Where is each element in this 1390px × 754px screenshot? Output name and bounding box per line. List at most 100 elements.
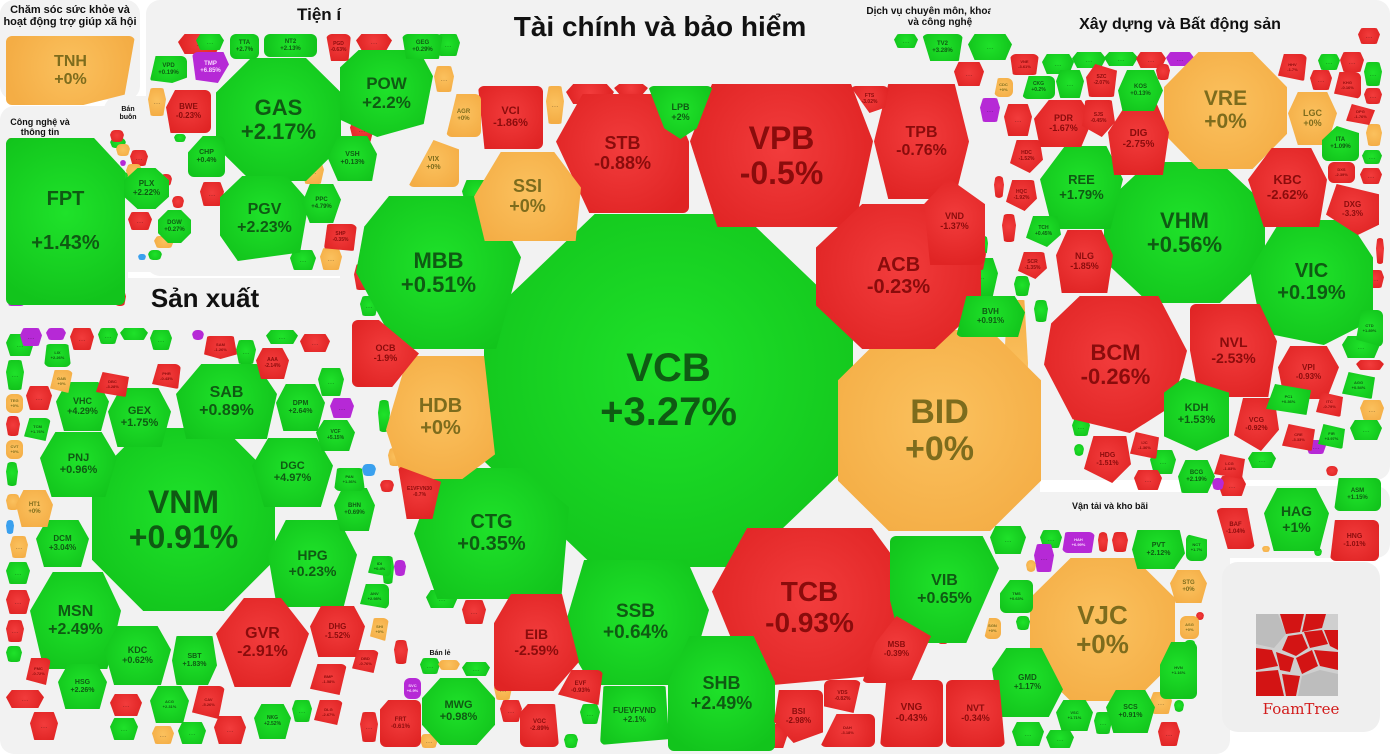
stock-cell-pvt[interactable]: PVT +2.12% — [1132, 530, 1185, 569]
stock-cell-bhn[interactable]: BHN +0.69% — [334, 488, 375, 531]
stock-cell-vcf[interactable]: VCF +5.15% — [316, 420, 355, 451]
stock-cell-vsc[interactable]: VSC +1.71% — [1056, 700, 1093, 731]
stock-cell-vjc[interactable]: VJC +0% — [1030, 558, 1175, 701]
stock-cell-collapsed[interactable] — [994, 176, 1004, 198]
stock-cell-collapsed[interactable]: ... — [894, 34, 918, 48]
stock-cell-sgn[interactable]: SGN +0% — [984, 618, 1001, 639]
stock-cell-collapsed[interactable]: ... — [1340, 52, 1364, 72]
stock-cell-dxs[interactable]: DXS -2.39% — [1328, 162, 1355, 183]
stock-cell-nlg[interactable]: NLG -1.85% — [1056, 230, 1113, 293]
stock-cell-lix[interactable]: LIX +2.26% — [44, 344, 71, 367]
stock-cell-collapsed[interactable]: ... — [98, 328, 118, 344]
stock-cell-collapsed[interactable]: ... — [1104, 52, 1138, 66]
stock-cell-bcg[interactable]: BCG +2.19% — [1178, 460, 1215, 493]
stock-cell-vgc[interactable]: VGC -2.89% — [520, 704, 559, 747]
stock-cell-collapsed[interactable]: ... — [1248, 452, 1276, 468]
stock-cell-collapsed[interactable] — [1174, 700, 1184, 712]
stock-cell-collapsed[interactable]: ... — [70, 328, 94, 350]
stock-cell-collapsed[interactable]: ... — [1004, 104, 1032, 136]
stock-cell-collapsed[interactable]: ... — [1042, 54, 1074, 74]
stock-cell-pnj[interactable]: PNJ +0.96% — [40, 432, 117, 497]
stock-cell-fuevfvnd[interactable]: FUEVFVND +2.1% — [600, 686, 669, 745]
stock-cell-collapsed[interactable]: ... — [1350, 420, 1382, 440]
stock-cell-collapsed[interactable]: ... — [1218, 476, 1246, 496]
stock-cell-collapsed[interactable] — [6, 646, 22, 662]
stock-cell-agr[interactable]: AGR +0% — [446, 94, 481, 137]
stock-cell-collapsed[interactable]: ... — [290, 250, 316, 270]
stock-cell-collapsed[interactable] — [1016, 616, 1030, 630]
stock-cell-dcm[interactable]: DCM +3.04% — [36, 520, 89, 567]
stock-cell-collapsed[interactable] — [1074, 444, 1084, 456]
stock-cell-bmp[interactable]: BMP -1.58% — [310, 664, 347, 695]
stock-cell-cvt[interactable]: CVT +0% — [6, 440, 23, 459]
stock-cell-hpg[interactable]: HPG +0.23% — [268, 520, 357, 607]
stock-cell-collapsed[interactable]: ... — [1166, 52, 1194, 66]
stock-cell-geg[interactable]: GEG +0.29% — [402, 34, 443, 59]
stock-cell-collapsed[interactable] — [1112, 532, 1128, 552]
stock-cell-vsh[interactable]: VSH +0.13% — [328, 136, 377, 181]
stock-cell-collapsed[interactable]: ... — [6, 590, 30, 614]
stock-cell-collapsed[interactable]: ... — [1094, 712, 1112, 734]
stock-cell-collapsed[interactable] — [378, 400, 390, 432]
stock-cell-collapsed[interactable] — [120, 160, 126, 166]
stock-cell-vnm[interactable]: VNM +0.91% — [92, 428, 275, 611]
stock-cell-collapsed[interactable] — [46, 328, 66, 340]
stock-cell-collapsed[interactable]: ... — [266, 330, 298, 344]
stock-cell-collapsed[interactable]: ... — [10, 536, 28, 558]
stock-cell-collapsed[interactable]: ... — [178, 722, 206, 744]
stock-cell-mbb[interactable]: MBB +0.51% — [356, 196, 521, 349]
stock-cell-nvt[interactable]: NVT -0.34% — [946, 680, 1005, 747]
stock-cell-collapsed[interactable]: ... — [1056, 70, 1084, 98]
stock-cell-collapsed[interactable] — [1314, 548, 1322, 556]
stock-cell-khg[interactable]: KHG -0.16% — [1334, 72, 1361, 99]
stock-cell-collapsed[interactable] — [6, 462, 18, 486]
stock-cell-collapsed[interactable] — [172, 196, 184, 208]
stock-cell-collapsed[interactable] — [1326, 466, 1338, 476]
stock-cell-collapsed[interactable]: ... — [1310, 70, 1332, 90]
stock-cell-hhv[interactable]: HHV -1.7% — [1278, 54, 1307, 81]
stock-cell-collapsed[interactable]: ... — [130, 150, 148, 166]
stock-cell-collapsed[interactable]: ... — [546, 86, 564, 124]
stock-cell-collapsed[interactable]: ... — [6, 360, 24, 390]
stock-cell-collapsed[interactable]: ... — [110, 718, 138, 740]
stock-cell-collapsed[interactable]: ... — [6, 620, 24, 642]
stock-cell-collapsed[interactable]: ... — [462, 662, 490, 676]
stock-cell-collapsed[interactable] — [1156, 64, 1170, 80]
stock-cell-collapsed[interactable] — [120, 328, 148, 340]
stock-cell-lcg[interactable]: LCG -1.83% — [1214, 454, 1245, 479]
stock-cell-itc[interactable]: ITC -0.79% — [1316, 392, 1343, 417]
stock-cell-collapsed[interactable]: ... — [20, 328, 42, 346]
stock-cell-dbc[interactable]: DBC -3.28% — [96, 372, 129, 397]
stock-cell-collapsed[interactable]: ... — [1034, 544, 1054, 572]
stock-cell-collapsed[interactable]: ... — [1072, 52, 1106, 68]
stock-cell-collapsed[interactable] — [380, 480, 394, 492]
stock-cell-collapsed[interactable]: ... — [152, 726, 174, 744]
stock-cell-nvl[interactable]: NVL -2.53% — [1190, 304, 1277, 397]
stock-cell-hsg[interactable]: HSG +2.26% — [58, 664, 107, 709]
stock-cell-collapsed[interactable] — [138, 254, 146, 260]
stock-cell-collapsed[interactable]: ... — [26, 386, 52, 410]
stock-cell-collapsed[interactable]: ... — [1040, 530, 1062, 548]
stock-cell-shi[interactable]: SHI +0% — [370, 618, 389, 641]
stock-cell-agg[interactable]: AGG +0.54% — [1342, 372, 1375, 399]
stock-cell-ssi[interactable]: SSI +0% — [474, 152, 581, 241]
stock-cell-collapsed[interactable]: ... — [214, 716, 246, 744]
stock-cell-collapsed[interactable] — [1196, 612, 1204, 620]
stock-cell-collapsed[interactable]: ... — [110, 694, 142, 716]
stock-cell-collapsed[interactable]: ... — [1362, 150, 1382, 164]
stock-cell-plx[interactable]: PLX +2.22% — [124, 168, 169, 209]
stock-cell-chp[interactable]: CHP +0.4% — [188, 136, 225, 177]
stock-cell-collapsed[interactable]: ... — [968, 34, 1012, 60]
stock-cell-scs[interactable]: SCS +0.91% — [1106, 690, 1155, 733]
stock-cell-hng[interactable]: HNG -1.01% — [1330, 520, 1379, 561]
stock-cell-collapsed[interactable] — [438, 660, 460, 670]
stock-cell-dpm[interactable]: DPM +2.64% — [276, 384, 325, 431]
stock-cell-collapsed[interactable]: ... — [990, 526, 1026, 554]
stock-cell-collapsed[interactable]: ... — [1318, 54, 1340, 70]
stock-cell-gex[interactable]: GEX +1.75% — [108, 388, 171, 447]
stock-cell-nt2[interactable]: NT2 +2.13% — [264, 34, 317, 57]
stock-cell-collapsed[interactable]: ... — [1360, 168, 1382, 184]
stock-cell-collapsed[interactable]: ... — [360, 712, 378, 742]
stock-cell-collapsed[interactable]: ... — [980, 98, 1000, 122]
